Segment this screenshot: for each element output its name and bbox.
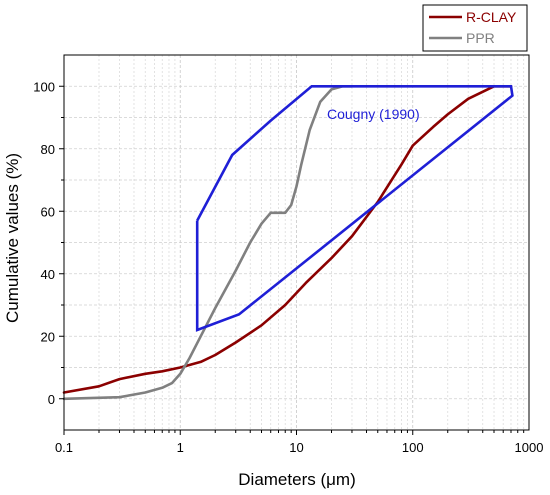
x-tick-label: 100 — [402, 440, 424, 455]
y-tick-label: 80 — [41, 142, 55, 157]
axis-ticks: 0.1 1 10 100 1000 0 20 40 60 80 100 — [33, 79, 543, 455]
series-line-r-clay — [62, 85, 513, 394]
y-tick-label: 0 — [48, 392, 55, 407]
x-tick-label: 10 — [289, 440, 303, 455]
grid-lines — [63, 55, 529, 430]
envelope-outline — [195, 85, 514, 332]
series-line-ppr — [62, 85, 354, 401]
legend-label-ppr: PPR — [466, 30, 495, 46]
x-tick-label: 1 — [177, 440, 184, 455]
envelope-annotation: Cougny (1990) — [327, 106, 420, 122]
y-tick-label: 60 — [41, 204, 55, 219]
x-tick-label: 1000 — [515, 440, 544, 455]
y-tick-label: 40 — [41, 267, 55, 282]
data-series — [62, 85, 514, 401]
y-tick-label: 100 — [33, 79, 55, 94]
legend: R-CLAY PPR — [422, 4, 528, 52]
legend-label-r-clay: R-CLAY — [466, 9, 517, 25]
y-axis-title: Cumulative values (%) — [3, 153, 22, 323]
y-tick-label: 20 — [41, 329, 55, 344]
x-tick-label: 0.1 — [55, 440, 73, 455]
x-axis-title: Diameters (μm) — [238, 470, 355, 489]
legend-box — [422, 4, 528, 52]
